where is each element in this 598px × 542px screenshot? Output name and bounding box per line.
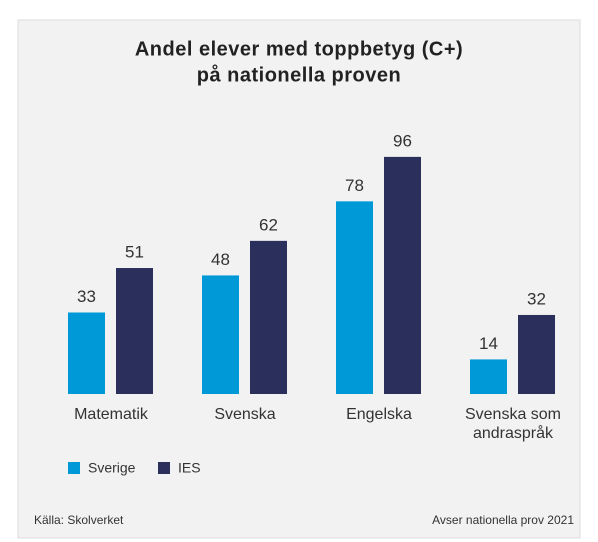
bar	[202, 275, 239, 394]
bar	[68, 312, 105, 394]
value-label: 14	[479, 334, 498, 353]
x-tick-label: Svenska som andraspråk	[465, 406, 561, 442]
value-label: 33	[77, 287, 96, 306]
bar	[384, 156, 421, 394]
bar	[116, 268, 153, 394]
x-tick-label: Engelska	[346, 406, 412, 423]
bar	[336, 201, 373, 394]
legend-label: Sverige	[88, 460, 136, 476]
note: Avser nationella prov 2021	[432, 513, 574, 527]
value-label: 32	[527, 289, 546, 308]
bar	[250, 240, 287, 394]
value-label: 62	[259, 215, 278, 234]
legend-swatch	[68, 462, 80, 474]
value-label: 51	[125, 243, 144, 262]
chart-subtitle: på nationella proven	[197, 63, 401, 86]
source: Källa: Skolverket	[34, 513, 124, 527]
panel	[17, 19, 581, 539]
value-label: 48	[211, 250, 230, 269]
x-tick-label: Svenska	[214, 406, 275, 423]
bar	[518, 314, 555, 394]
x-tick-label: Matematik	[74, 406, 149, 423]
legend-swatch	[158, 462, 170, 474]
chart-title: Andel elever med toppbetyg (C+)	[135, 38, 463, 60]
bar	[470, 359, 507, 394]
legend-label: IES	[178, 460, 201, 476]
value-label: 78	[345, 176, 364, 195]
value-label: 96	[393, 131, 412, 150]
